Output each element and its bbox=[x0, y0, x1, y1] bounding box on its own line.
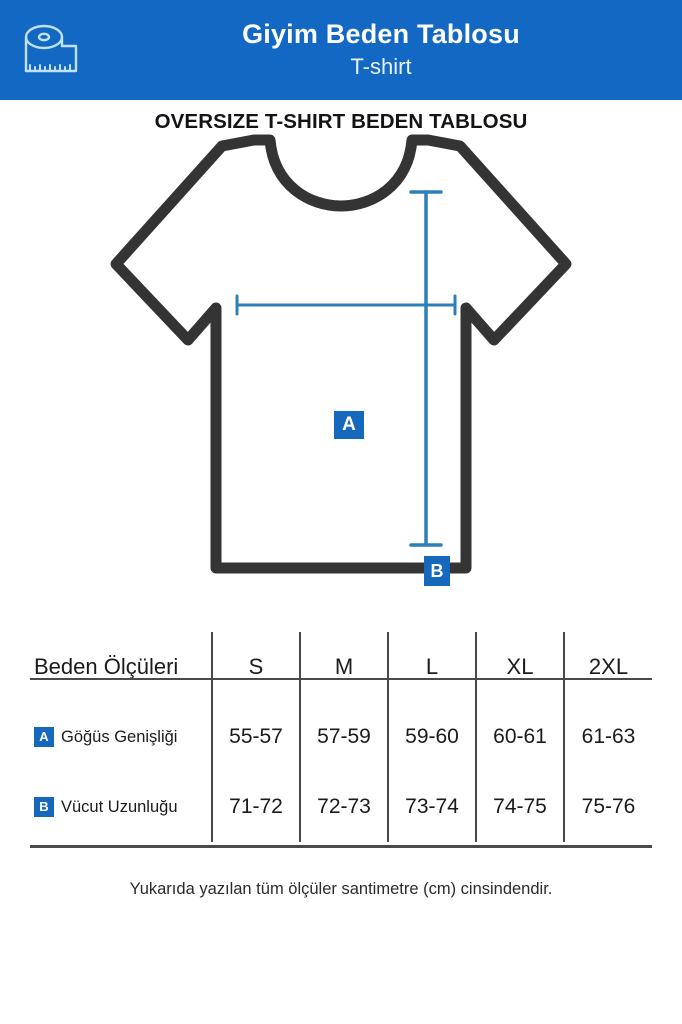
footer-note: Yukarıda yazılan tüm ölçüler santimetre … bbox=[129, 880, 553, 898]
row-label-chest-width: A Göğüs Genişliği bbox=[30, 702, 212, 772]
measuring-tape-icon bbox=[18, 22, 84, 82]
tshirt-diagram: A B bbox=[0, 132, 682, 586]
cell-length-2xl: 75-76 bbox=[563, 772, 652, 842]
cell-length-l: 73-74 bbox=[387, 772, 476, 842]
section-title: OVERSIZE T-SHIRT BEDEN TABLOSU bbox=[154, 110, 528, 133]
header-bar: Giyim Beden Tablosu T-shirt bbox=[0, 0, 682, 100]
dimension-badge-a: A bbox=[334, 411, 364, 439]
row-badge-a-icon: A bbox=[34, 727, 54, 747]
row-label-text: Vücut Uzunluğu bbox=[61, 797, 178, 816]
page-subtitle: T-shirt bbox=[350, 54, 412, 79]
cell-chest-l: 59-60 bbox=[387, 702, 476, 772]
table-header-rule bbox=[30, 678, 652, 680]
cell-chest-xl: 60-61 bbox=[475, 702, 564, 772]
cell-length-xl: 74-75 bbox=[475, 772, 564, 842]
size-table-wrapper: Beden Ölçüleri S M L XL 2XL A Göğüs Geni… bbox=[30, 632, 652, 850]
table-footer-rule bbox=[30, 845, 652, 848]
dimension-line-b bbox=[409, 190, 443, 547]
cell-length-m: 72-73 bbox=[299, 772, 388, 842]
cell-length-s: 71-72 bbox=[211, 772, 300, 842]
row-label-text: Göğüs Genişliği bbox=[61, 727, 178, 746]
table-head: Beden Ölçüleri S M L XL 2XL bbox=[30, 632, 652, 702]
table-row: A Göğüs Genişliği 55-57 57-59 59-60 60-6… bbox=[30, 702, 652, 772]
table-body: A Göğüs Genişliği 55-57 57-59 59-60 60-6… bbox=[30, 702, 652, 842]
table-header-row: Beden Ölçüleri S M L XL 2XL bbox=[30, 632, 652, 702]
table-header-size-m: M bbox=[299, 632, 388, 702]
cell-chest-2xl: 61-63 bbox=[563, 702, 652, 772]
table-header-size-s: S bbox=[211, 632, 300, 702]
table-header-measure-label: Beden Ölçüleri bbox=[34, 654, 179, 679]
table-header-size-2xl: 2XL bbox=[563, 632, 652, 702]
size-table: Beden Ölçüleri S M L XL 2XL A Göğüs Geni… bbox=[30, 632, 652, 842]
row-label-body-length: B Vücut Uzunluğu bbox=[30, 772, 212, 842]
dimension-badge-b: B bbox=[424, 556, 450, 586]
table-header-size-l: L bbox=[387, 632, 476, 702]
table-header-size-xl: XL bbox=[475, 632, 564, 702]
page-title: Giyim Beden Tablosu bbox=[242, 19, 520, 49]
tshirt-shape bbox=[110, 134, 572, 574]
cell-chest-m: 57-59 bbox=[299, 702, 388, 772]
tshirt-outline-svg bbox=[110, 134, 572, 574]
dimension-line-a bbox=[235, 294, 457, 316]
row-badge-b-icon: B bbox=[34, 797, 54, 817]
cell-chest-s: 55-57 bbox=[211, 702, 300, 772]
table-row: B Vücut Uzunluğu 71-72 72-73 73-74 74-75… bbox=[30, 772, 652, 842]
header-text-block: Giyim Beden Tablosu T-shirt bbox=[100, 16, 662, 82]
